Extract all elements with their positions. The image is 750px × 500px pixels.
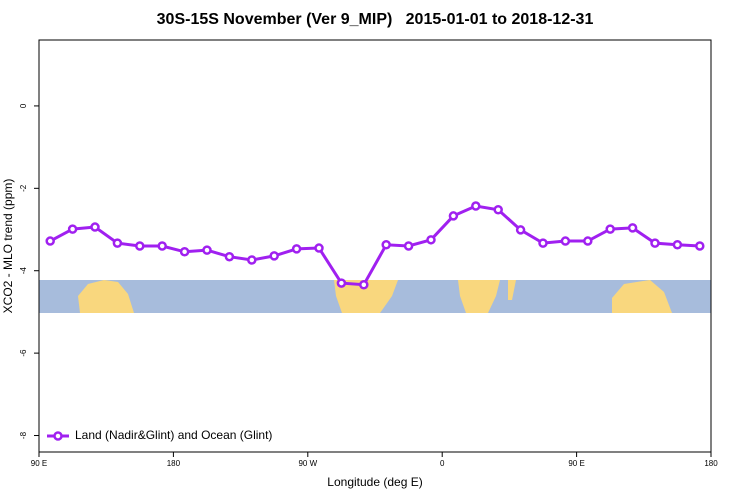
x-tick-label: 90 E	[568, 459, 584, 468]
data-point	[112, 238, 123, 248]
y-tick-label: -4	[19, 267, 28, 275]
data-point	[359, 279, 369, 290]
data-point	[90, 222, 100, 232]
data-point	[426, 235, 436, 245]
y-tick-label: -2	[19, 184, 28, 192]
y-tick-label: -8	[19, 431, 28, 439]
data-point	[627, 223, 638, 233]
y-tick-label: -6	[19, 349, 28, 357]
data-point	[448, 211, 459, 221]
data-point	[202, 245, 212, 255]
data-point	[224, 251, 235, 262]
data-point	[672, 240, 683, 250]
data-point	[471, 201, 481, 211]
legend-label: Land (Nadir&Glint) and Ocean (Glint)	[75, 428, 272, 442]
x-tick-label: 0	[440, 459, 445, 468]
data-point	[515, 225, 526, 235]
x-axis-label: Longitude (deg E)	[327, 475, 422, 489]
data-point	[269, 251, 279, 261]
data-point	[560, 236, 571, 246]
y-axis-label: XCO2 - MLO trend (ppm)	[1, 179, 15, 314]
data-point	[314, 243, 324, 253]
data-point	[247, 255, 257, 265]
data-point	[291, 244, 302, 254]
data-point	[493, 204, 503, 215]
data-point	[695, 241, 705, 251]
data-point	[583, 236, 593, 246]
series-line	[49, 204, 700, 287]
data-point	[135, 241, 145, 251]
plot-frame	[38, 39, 712, 453]
x-tick-label: 90 E	[31, 459, 47, 468]
x-tick-label: 180	[167, 459, 181, 468]
y-tick-label: 0	[19, 103, 28, 108]
map-band	[39, 280, 711, 313]
chart-title: 30S-15S November (Ver 9_MIP) 2015-01-01 …	[157, 11, 594, 28]
data-point	[67, 224, 78, 234]
data-point	[381, 240, 391, 250]
legend-marker	[53, 431, 63, 441]
data-point	[605, 224, 615, 234]
data-point	[157, 241, 167, 251]
data-point	[403, 241, 414, 251]
x-tick-label: 90 W	[298, 459, 317, 468]
data-point	[650, 238, 660, 248]
data-point	[179, 247, 190, 257]
data-point	[538, 238, 548, 248]
x-tick-label: 180	[704, 459, 718, 468]
data-point	[45, 236, 55, 246]
data-point	[336, 278, 347, 288]
